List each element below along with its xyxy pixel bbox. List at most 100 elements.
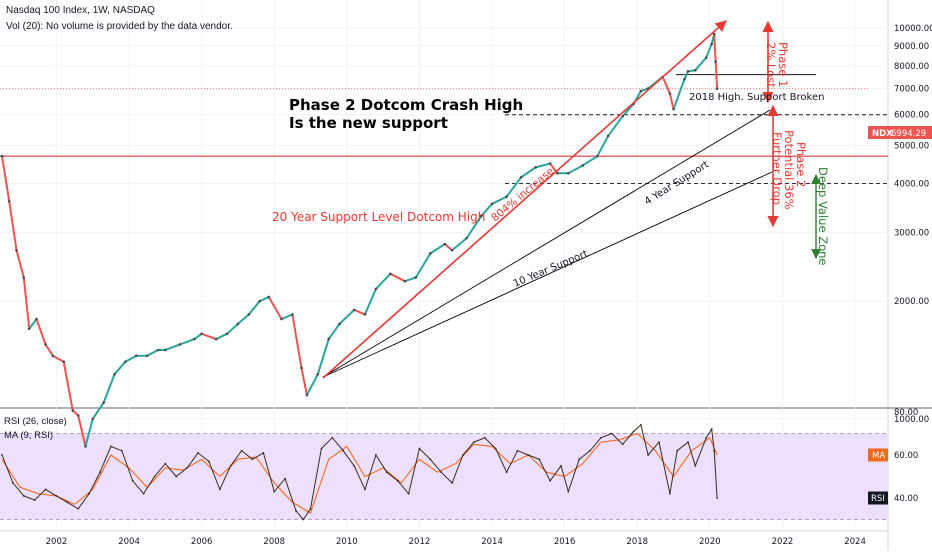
price-segment (520, 166, 537, 179)
rsi-point (229, 464, 232, 467)
rsi-point (440, 471, 443, 474)
rsi-point (385, 471, 388, 474)
price-point (84, 445, 87, 448)
price-point (145, 354, 149, 358)
rsi-point (331, 436, 334, 439)
price-segment (193, 332, 203, 341)
price-segment (305, 373, 319, 397)
phase1-label-line1: Phase 1 (776, 42, 790, 87)
trendline-4-year-support (322, 109, 771, 378)
rsi-point (639, 424, 642, 426)
price-point (712, 32, 716, 36)
axes: 1000.00 2000.00 3000.00 4000.00 5000.00 6000.… (46, 24, 932, 547)
price-point (479, 214, 483, 218)
rsi-point (77, 507, 80, 510)
price-segment (374, 272, 392, 290)
price-point (193, 337, 196, 341)
price-point (606, 134, 610, 138)
price-point (327, 337, 331, 341)
price-point (0, 154, 4, 158)
rsi-point (1, 454, 3, 456)
rsi-point (131, 479, 134, 482)
headline-line2: Is the new support (289, 114, 448, 132)
rsi-point (694, 464, 697, 467)
price-point (581, 164, 585, 167)
time-axis-tick-label: 2024 (844, 537, 866, 547)
rsi-point (462, 454, 464, 456)
phase2-label-line1: Phase 2 (794, 142, 808, 187)
price-point (403, 279, 407, 283)
price-point (414, 276, 418, 279)
rsi-point (494, 447, 497, 450)
rsi-point (589, 449, 591, 452)
price-point (519, 175, 523, 179)
time-axis-tick-label: 2016 (554, 537, 576, 547)
price-segment (200, 332, 218, 341)
price-point (280, 317, 283, 321)
rsi-tag-label: RSI (871, 494, 885, 504)
rsi-point (273, 490, 276, 493)
price-point (22, 276, 26, 279)
price-segment (258, 295, 270, 303)
price-point (225, 332, 229, 336)
price-point (51, 354, 55, 358)
rsi-point (284, 477, 287, 480)
rsi-point (538, 458, 541, 461)
time-axis-tick-label: 2002 (46, 537, 68, 547)
rsi-point (99, 471, 101, 474)
ma-tag-label: MA (872, 451, 885, 461)
rsi-point (716, 497, 719, 499)
rsi-point (374, 454, 377, 456)
price-segment (247, 300, 261, 316)
rsi-point (658, 441, 660, 443)
rsi-point (610, 432, 613, 435)
reference-levels (0, 74, 888, 184)
price-axis-tick-label: 8000.00 (894, 62, 929, 72)
price-axis-tick-label: 2000.00 (894, 297, 929, 307)
rsi-point (567, 490, 570, 493)
rsi-point (505, 471, 508, 474)
price-segment (480, 202, 494, 218)
price-point (35, 317, 38, 321)
volume-note: Vol (20): No volume is provided by the d… (6, 21, 233, 32)
rsi-point (197, 451, 199, 454)
price-tag: NDX 6994.29 (868, 126, 932, 139)
price-point (15, 248, 18, 252)
price-point (429, 252, 432, 255)
trendline-10-year-support (322, 171, 773, 378)
price-segment (661, 75, 671, 95)
price-segment (164, 343, 181, 351)
price-axis-tick-label: 3000.00 (894, 228, 929, 238)
rsi-point (164, 462, 167, 465)
price-point (443, 242, 447, 246)
price-point (124, 360, 127, 364)
price-axis-tick-label: 9000.00 (894, 42, 929, 52)
rsi-point (309, 507, 312, 510)
price-segment (113, 360, 127, 376)
ma-tag-box (868, 448, 888, 462)
rsi-point (632, 430, 635, 433)
phase2-label-line3: Further Drop (770, 132, 784, 205)
price-point (135, 354, 138, 358)
price-segment (236, 313, 250, 325)
price-segment (1, 155, 11, 203)
price-point (300, 366, 303, 370)
time-axis-tick-label: 2018 (626, 537, 648, 547)
price-segment (364, 287, 377, 316)
time-axis-tick-label: 2020 (699, 537, 721, 547)
rsi-band (0, 433, 888, 520)
trendlines (322, 20, 821, 379)
price-point (704, 56, 708, 59)
price-point (102, 401, 105, 404)
price-segment (291, 313, 303, 369)
price-segment (683, 70, 690, 81)
price-point (710, 42, 713, 46)
price-point (247, 313, 251, 316)
price-segment (44, 343, 54, 357)
rsi-point (713, 449, 716, 452)
price-segment (621, 102, 635, 118)
price-point (465, 236, 468, 240)
price-point (668, 92, 672, 95)
price-segment (28, 318, 38, 330)
price-segment (77, 414, 87, 448)
